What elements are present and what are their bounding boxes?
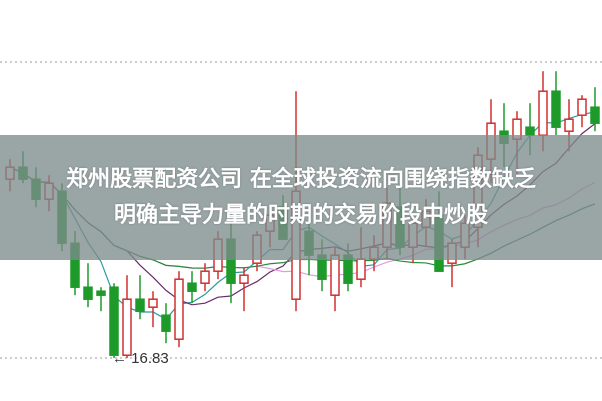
candle-body xyxy=(590,106,600,124)
headline-overlay: 郑州股票配资公司 在全球投资流向围绕指数缺乏 明确主导力量的时期的交易阶段中炒股 xyxy=(0,135,602,260)
candle-body xyxy=(122,298,132,356)
candle-body xyxy=(174,278,184,340)
candle-body xyxy=(135,298,145,312)
candle-body xyxy=(109,286,119,356)
candle-body xyxy=(577,98,587,116)
candle-body xyxy=(239,274,249,284)
candle-body xyxy=(83,286,93,300)
candle-body xyxy=(564,118,574,132)
candle-body xyxy=(551,90,561,128)
candle-body xyxy=(187,282,197,292)
low-price-label: 16.83 xyxy=(131,350,169,367)
candle-body xyxy=(200,270,210,284)
low-price-annotation: ← 16.83 xyxy=(112,350,169,367)
headline-line-1: 郑州股票配资公司 在全球投资流向围绕指数缺乏 xyxy=(66,166,536,192)
headline-line-2: 明确主导力量的时期的交易阶段中炒股 xyxy=(113,202,488,228)
candle-body xyxy=(525,126,535,136)
candle-body xyxy=(538,90,548,136)
candle-body xyxy=(96,290,106,296)
candle-body xyxy=(161,314,171,332)
candle-body xyxy=(356,258,366,280)
candle-body xyxy=(330,254,340,296)
candle-body xyxy=(148,298,158,308)
arrow-left-icon: ← xyxy=(112,350,127,367)
